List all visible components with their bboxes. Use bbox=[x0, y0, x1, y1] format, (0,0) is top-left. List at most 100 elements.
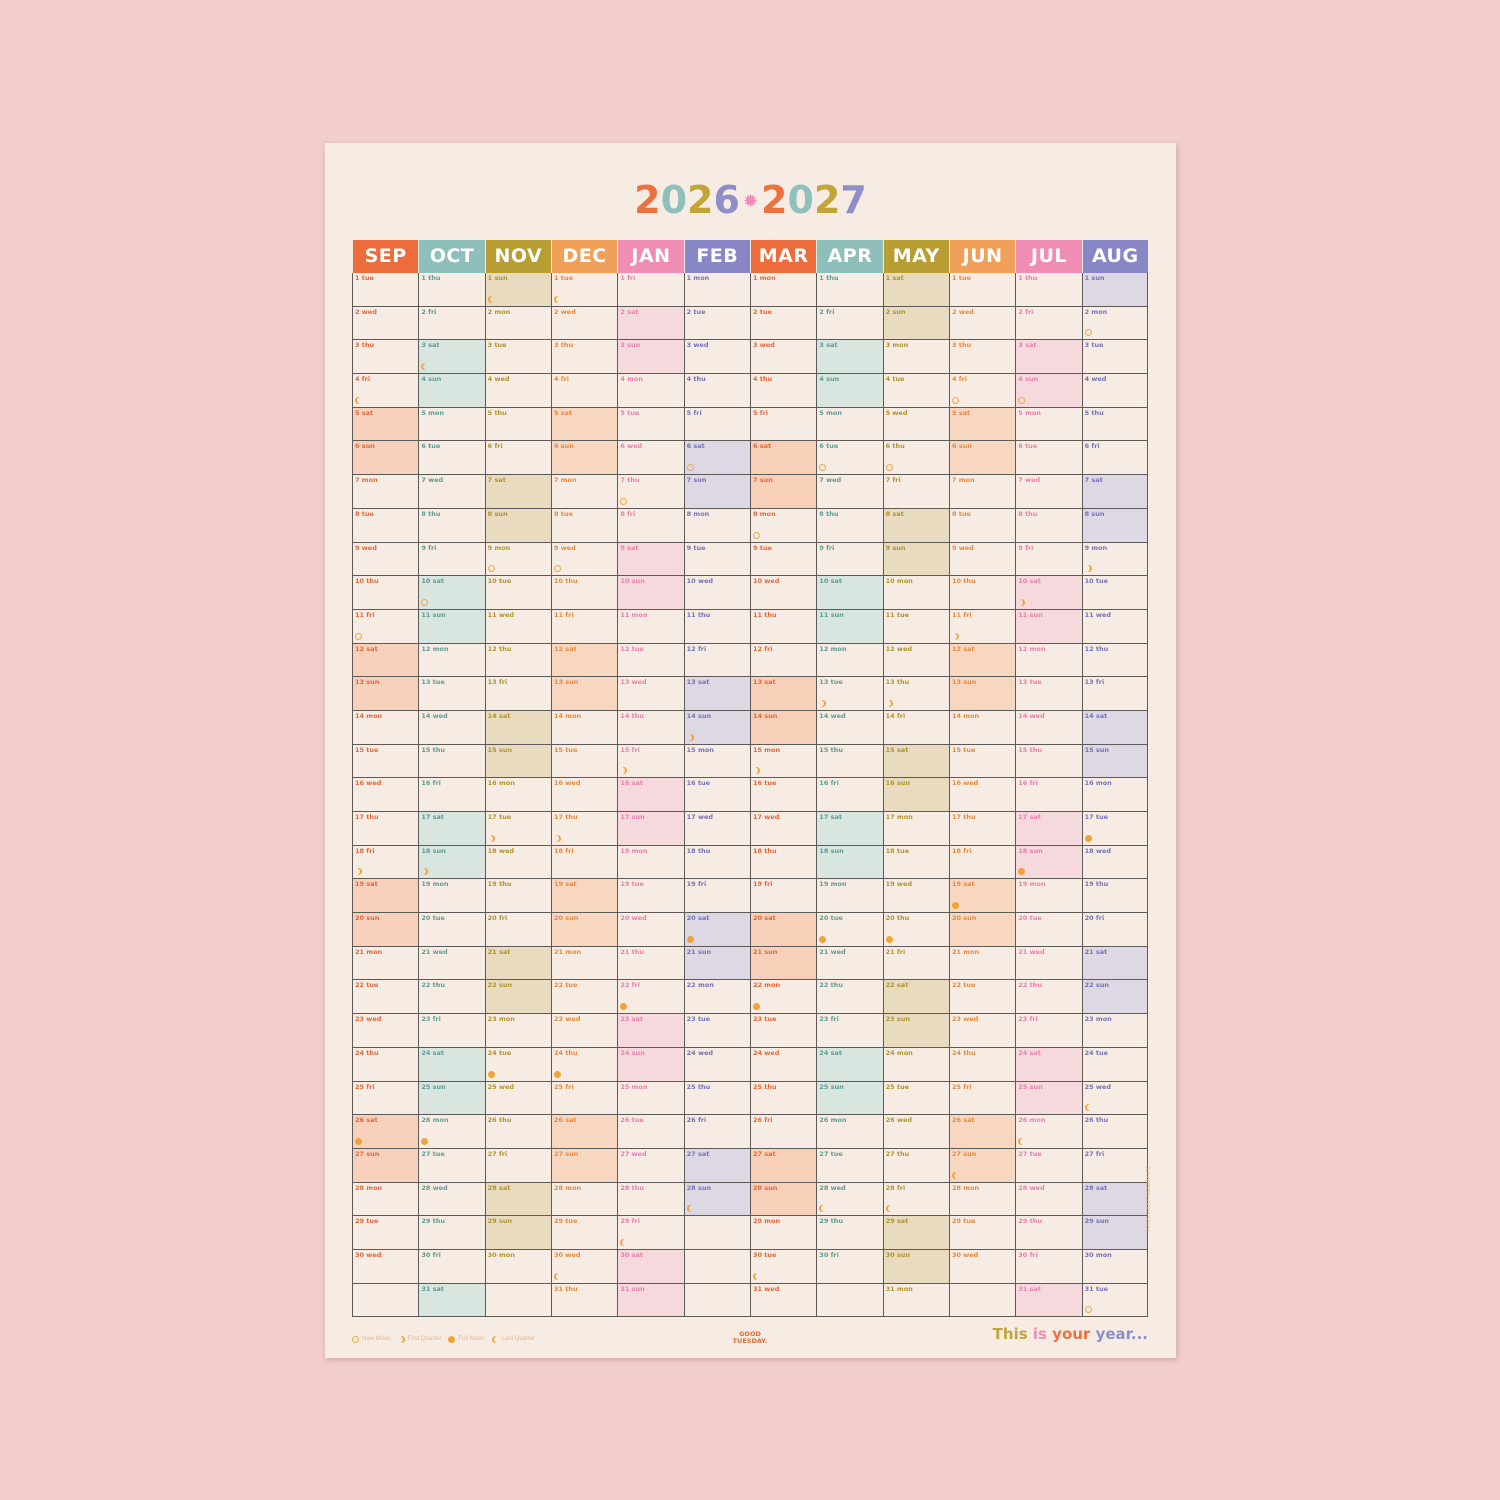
day-cell[interactable]: 8 sat bbox=[882, 508, 949, 543]
day-cell[interactable]: 29 thu bbox=[418, 1216, 485, 1250]
day-cell[interactable]: 18 sun bbox=[418, 845, 485, 880]
day-cell[interactable]: 8 mon bbox=[683, 508, 750, 543]
day-cell[interactable]: 17 sun bbox=[617, 812, 684, 846]
day-cell[interactable]: 19 sat bbox=[352, 879, 419, 914]
day-cell[interactable]: 11 mon bbox=[617, 609, 684, 644]
day-cell[interactable]: 8 sun bbox=[484, 508, 551, 543]
day-cell[interactable]: 14 fri bbox=[882, 710, 949, 745]
day-cell[interactable]: 30 wed bbox=[550, 1249, 618, 1284]
day-cell[interactable]: 28 sat bbox=[484, 1182, 551, 1217]
day-cell[interactable]: 9 sun bbox=[882, 542, 949, 577]
day-cell[interactable]: 29 sun bbox=[484, 1216, 551, 1250]
day-cell[interactable]: 15 fri bbox=[617, 744, 684, 779]
day-cell[interactable]: 19 tue bbox=[617, 879, 684, 914]
day-cell[interactable]: 9 fri bbox=[1015, 542, 1082, 577]
day-cell[interactable]: 28 mon bbox=[352, 1182, 419, 1217]
day-cell[interactable]: 3 wed bbox=[749, 340, 817, 375]
day-cell[interactable]: 25 sun bbox=[816, 1081, 883, 1116]
day-cell[interactable]: 26 mon bbox=[816, 1115, 883, 1149]
day-cell[interactable]: 11 sun bbox=[418, 609, 485, 644]
day-cell[interactable]: 23 mon bbox=[484, 1014, 551, 1048]
day-cell[interactable]: 13 tue bbox=[1015, 677, 1082, 711]
day-cell[interactable]: 10 mon bbox=[882, 576, 949, 610]
day-cell[interactable]: 6 thu bbox=[882, 441, 949, 476]
day-cell[interactable]: 22 mon bbox=[749, 980, 817, 1015]
day-cell[interactable]: 20 sun bbox=[550, 913, 618, 947]
day-cell[interactable]: 14 sun bbox=[683, 710, 750, 745]
day-cell[interactable]: 30 tue bbox=[749, 1249, 817, 1284]
day-cell[interactable]: 8 sun bbox=[1081, 508, 1148, 543]
day-cell[interactable]: 5 fri bbox=[749, 407, 817, 442]
day-cell[interactable]: 11 fri bbox=[948, 609, 1016, 644]
day-cell[interactable]: 27 sat bbox=[683, 1148, 750, 1183]
day-cell[interactable]: 2 wed bbox=[948, 306, 1016, 341]
day-cell[interactable]: 29 mon bbox=[749, 1216, 817, 1250]
day-cell[interactable]: 17 sat bbox=[418, 812, 485, 846]
day-cell[interactable]: 22 sun bbox=[1081, 980, 1148, 1015]
day-cell[interactable]: 3 sat bbox=[816, 340, 883, 375]
day-cell[interactable]: 21 mon bbox=[352, 946, 419, 981]
day-cell[interactable]: 21 wed bbox=[816, 946, 883, 981]
day-cell[interactable]: 20 fri bbox=[484, 913, 551, 947]
day-cell[interactable]: 26 thu bbox=[484, 1115, 551, 1149]
day-cell[interactable]: 17 wed bbox=[749, 812, 817, 846]
day-cell[interactable]: 4 fri bbox=[948, 374, 1016, 408]
day-cell[interactable]: 31 sat bbox=[418, 1283, 485, 1318]
day-cell[interactable]: 2 fri bbox=[816, 306, 883, 341]
day-cell[interactable]: 1 sat bbox=[882, 273, 949, 307]
day-cell[interactable]: 11 tue bbox=[882, 609, 949, 644]
day-cell[interactable]: 1 tue bbox=[352, 273, 419, 307]
day-cell[interactable]: 30 fri bbox=[816, 1249, 883, 1284]
day-cell[interactable]: 28 wed bbox=[1015, 1182, 1082, 1217]
day-cell[interactable]: 25 wed bbox=[1081, 1081, 1148, 1116]
day-cell[interactable]: 6 sun bbox=[948, 441, 1016, 476]
day-cell[interactable]: 12 thu bbox=[484, 643, 551, 678]
day-cell[interactable]: 6 sat bbox=[683, 441, 750, 476]
day-cell[interactable]: 4 sun bbox=[1015, 374, 1082, 408]
day-cell[interactable]: 17 wed bbox=[683, 812, 750, 846]
day-cell[interactable]: 30 sun bbox=[882, 1249, 949, 1284]
day-cell[interactable]: 21 sat bbox=[484, 946, 551, 981]
day-cell[interactable]: 5 sat bbox=[352, 407, 419, 442]
day-cell[interactable]: 11 thu bbox=[749, 609, 817, 644]
day-cell[interactable]: 19 mon bbox=[1015, 879, 1082, 914]
day-cell[interactable]: 26 fri bbox=[683, 1115, 750, 1149]
day-cell[interactable]: 4 wed bbox=[1081, 374, 1148, 408]
day-cell[interactable]: 3 wed bbox=[683, 340, 750, 375]
day-cell[interactable]: 13 sat bbox=[749, 677, 817, 711]
day-cell[interactable]: 11 sun bbox=[1015, 609, 1082, 644]
day-cell[interactable]: 8 thu bbox=[418, 508, 485, 543]
day-cell[interactable]: 5 mon bbox=[418, 407, 485, 442]
day-cell[interactable]: 3 sat bbox=[1015, 340, 1082, 375]
day-cell[interactable]: 22 sun bbox=[484, 980, 551, 1015]
day-cell[interactable]: 23 mon bbox=[1081, 1014, 1148, 1048]
day-cell[interactable]: 10 tue bbox=[1081, 576, 1148, 610]
day-cell[interactable]: 3 sat bbox=[418, 340, 485, 375]
day-cell[interactable]: 6 fri bbox=[484, 441, 551, 476]
day-cell[interactable]: 26 mon bbox=[1015, 1115, 1082, 1149]
day-cell[interactable]: 4 wed bbox=[484, 374, 551, 408]
day-cell[interactable]: 27 tue bbox=[418, 1148, 485, 1183]
day-cell[interactable]: 24 thu bbox=[948, 1047, 1016, 1082]
day-cell[interactable]: 10 tue bbox=[484, 576, 551, 610]
day-cell[interactable]: 16 sat bbox=[617, 778, 684, 812]
day-cell[interactable]: 21 sun bbox=[749, 946, 817, 981]
day-cell[interactable]: 27 sat bbox=[749, 1148, 817, 1183]
day-cell[interactable]: 21 sun bbox=[683, 946, 750, 981]
day-cell[interactable]: 20 sun bbox=[352, 913, 419, 947]
day-cell[interactable]: 5 wed bbox=[882, 407, 949, 442]
day-cell[interactable]: 18 fri bbox=[550, 845, 618, 880]
day-cell[interactable]: 12 thu bbox=[1081, 643, 1148, 678]
day-cell[interactable]: 26 sat bbox=[948, 1115, 1016, 1149]
day-cell[interactable]: 12 sat bbox=[550, 643, 618, 678]
day-cell[interactable]: 18 mon bbox=[617, 845, 684, 880]
day-cell[interactable]: 30 fri bbox=[1015, 1249, 1082, 1284]
day-cell[interactable]: 16 wed bbox=[948, 778, 1016, 812]
day-cell[interactable]: 19 fri bbox=[683, 879, 750, 914]
day-cell[interactable]: 25 sun bbox=[1015, 1081, 1082, 1116]
day-cell[interactable]: 5 mon bbox=[816, 407, 883, 442]
day-cell[interactable]: 3 thu bbox=[948, 340, 1016, 375]
day-cell[interactable]: 7 sun bbox=[683, 475, 750, 509]
day-cell[interactable]: 6 sun bbox=[550, 441, 618, 476]
day-cell[interactable]: 30 sat bbox=[617, 1249, 684, 1284]
